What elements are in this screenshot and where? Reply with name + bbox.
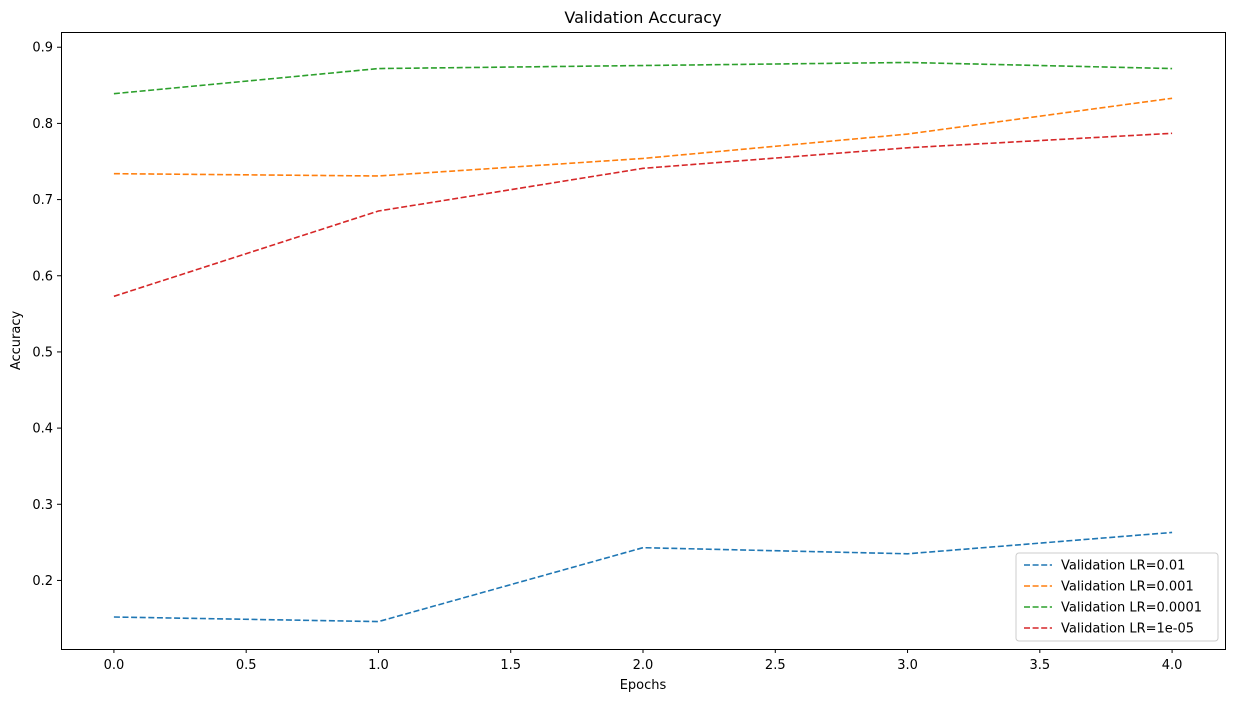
y-tick-label: 0.8	[32, 117, 53, 132]
x-tick-label: 1.0	[368, 658, 389, 673]
series-line-3	[113, 132, 1173, 298]
x-tick-label: 2.5	[765, 658, 786, 673]
chart-title: Validation Accuracy	[564, 8, 721, 27]
y-tick-label: 0.7	[32, 193, 53, 208]
y-tick-label: 0.6	[32, 269, 53, 284]
legend-label: Validation LR=0.0001	[1061, 601, 1202, 616]
x-tick-label: 3.0	[897, 658, 918, 673]
y-tick-label: 0.9	[32, 41, 53, 56]
x-tick-label: 1.5	[500, 658, 521, 673]
x-tick-label: 0.0	[104, 658, 125, 673]
y-tick-label: 0.3	[32, 498, 53, 513]
legend-label: Validation LR=1e-05	[1061, 622, 1194, 637]
x-axis: 0.0 0.5 1.0 1.5 2.0 2.5 3.0 3.5 4.0	[104, 649, 1183, 673]
x-tick-label: 4.0	[1162, 658, 1183, 673]
series-line-2	[113, 61, 1173, 95]
legend-box	[1015, 552, 1219, 642]
x-tick-label: 2.0	[633, 658, 654, 673]
series-line-0	[113, 531, 1173, 623]
x-tick-label: 0.5	[236, 658, 257, 673]
y-tick-label: 0.5	[32, 345, 53, 360]
y-axis: 0.2 0.3 0.4 0.5 0.6 0.7 0.8 0.9	[32, 41, 61, 589]
x-tick-label: 3.5	[1029, 658, 1050, 673]
series-line-1	[113, 97, 1173, 177]
y-tick-label: 0.2	[32, 574, 53, 589]
y-tick-label: 0.4	[32, 422, 53, 437]
legend-label: Validation LR=0.01	[1061, 559, 1185, 574]
legend-label: Validation LR=0.001	[1061, 580, 1194, 595]
plot-lines	[113, 61, 1173, 623]
x-axis-label: Epochs	[620, 678, 667, 693]
y-axis-label: Accuracy	[9, 311, 24, 371]
legend: Validation LR=0.01 Validation LR=0.001 Val…	[1015, 552, 1219, 642]
